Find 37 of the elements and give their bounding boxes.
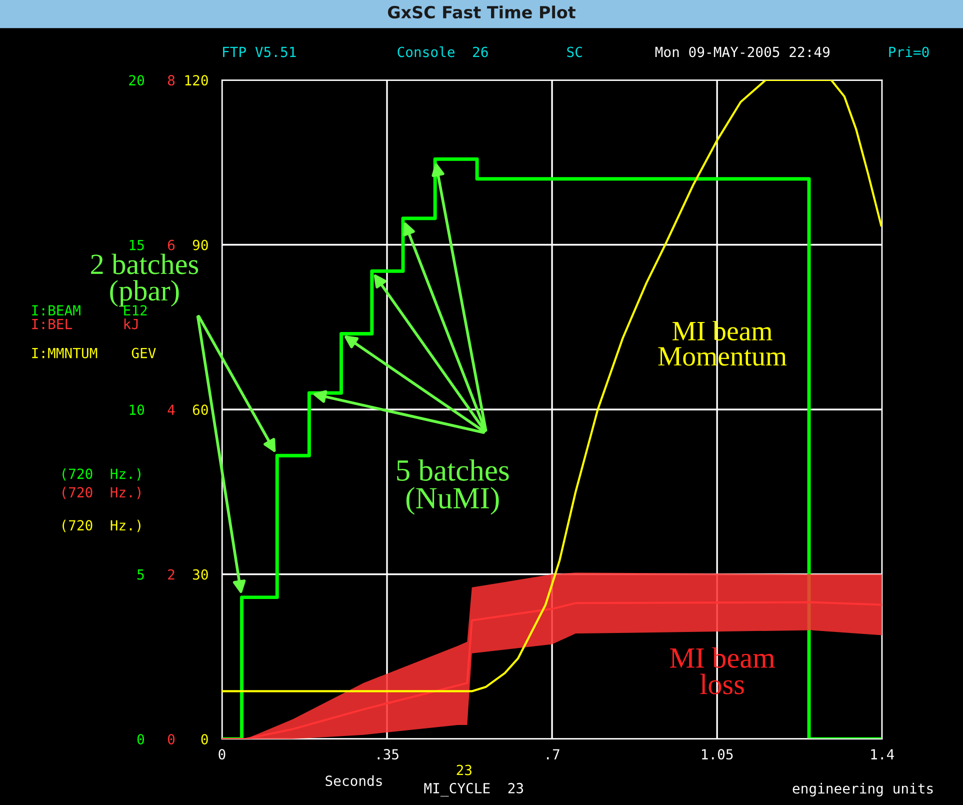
text: Mon 09-MAY-2005 22:49 bbox=[655, 46, 830, 58]
text: (720 Hz.) bbox=[62, 520, 140, 532]
x-axis-title: Seconds bbox=[326, 775, 382, 786]
text: Console 26 bbox=[398, 46, 488, 58]
y2-tick-label: 0 bbox=[168, 734, 175, 744]
y3-tick-label: 90 bbox=[192, 240, 208, 250]
text: I:MMNTUM GEV bbox=[32, 348, 156, 358]
text: FTP V5.51 bbox=[223, 46, 296, 58]
y-tick-label: 10 bbox=[130, 404, 144, 416]
y-tick-label: 15 bbox=[130, 240, 144, 250]
y-tick-label: 20 bbox=[129, 75, 144, 86]
text: 23 bbox=[456, 764, 472, 776]
y2-tick-label: 8 bbox=[168, 75, 175, 86]
chart-title: GxSC Fast Time Plot bbox=[388, 6, 576, 19]
text: (720 Hz.) bbox=[62, 486, 140, 500]
text: SC bbox=[567, 46, 582, 58]
x-tick-label: .7 bbox=[546, 749, 560, 760]
y2-tick-label: 4 bbox=[168, 404, 175, 415]
annotation: 2 batches (pbar) bbox=[91, 254, 198, 307]
y3-tick-label: 0 bbox=[201, 734, 208, 744]
y3-tick-label: 120 bbox=[185, 75, 208, 86]
y-tick-label: 0 bbox=[137, 734, 144, 744]
y3-tick-label: 30 bbox=[192, 569, 208, 580]
y2-tick-label: 6 bbox=[168, 240, 175, 250]
text: MI_CYCLE 23 bbox=[424, 782, 524, 796]
x-tick-label: 1.05 bbox=[702, 749, 733, 760]
text: Pri=0 bbox=[889, 46, 929, 58]
x-tick-label: 0 bbox=[218, 749, 226, 760]
text: (720 Hz.) bbox=[62, 468, 140, 481]
text: engineering units bbox=[792, 782, 933, 796]
text: I:BEL kJ bbox=[32, 318, 138, 330]
y3-tick-label: 60 bbox=[192, 404, 208, 416]
y-tick-label: 5 bbox=[137, 569, 144, 580]
x-tick-label: 1.4 bbox=[871, 749, 894, 760]
annotation: 5 batches (NuMI) bbox=[397, 459, 509, 515]
y2-tick-label: 2 bbox=[168, 569, 174, 580]
x-tick-label: .35 bbox=[378, 749, 398, 760]
